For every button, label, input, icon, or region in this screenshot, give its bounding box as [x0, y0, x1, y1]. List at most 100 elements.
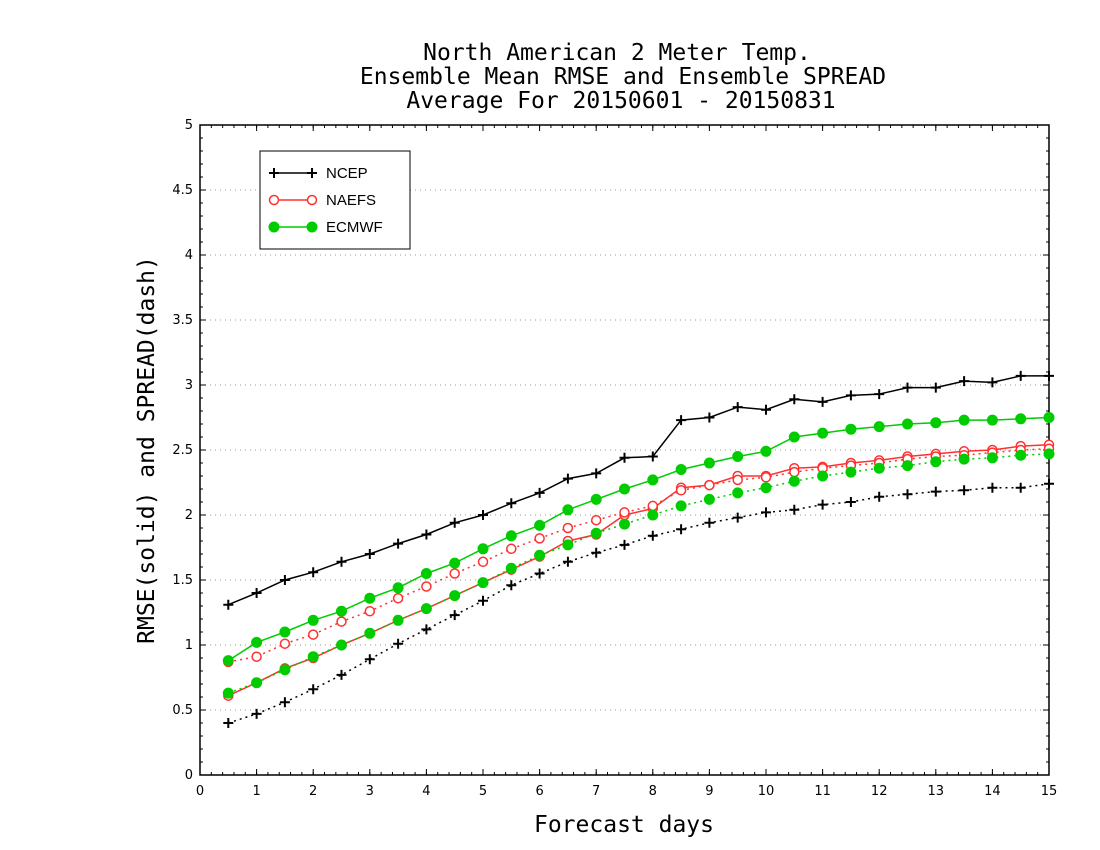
ncep-rmse-point: [393, 538, 404, 549]
x-tick-label: 2: [309, 784, 317, 799]
ncep-rmse-point: [591, 468, 602, 479]
ecmwf-spread-point: [534, 549, 546, 561]
ecmwf-rmse-point: [505, 530, 517, 542]
ncep-spread-point: [987, 482, 998, 493]
ecmwf-rmse-point: [392, 582, 404, 594]
ncep-spread-point: [1044, 478, 1054, 489]
legend-marker-ncep: [269, 168, 279, 178]
x-tick-label: 3: [366, 784, 374, 799]
ecmwf-rmse-point: [251, 636, 263, 648]
ecmwf-spread-point: [336, 639, 347, 651]
ncep-rmse-point: [732, 402, 743, 413]
ncep-rmse-point: [959, 376, 970, 387]
naefs-spread-point: [336, 616, 347, 627]
ecmwf-rmse-point: [534, 519, 546, 531]
ecmwf-spread-point: [788, 475, 800, 487]
legend-marker-naefs: [268, 194, 280, 206]
legend-marker-naefs: [306, 194, 318, 206]
ncep-spread-point: [279, 697, 290, 708]
naefs-spread-point: [760, 472, 772, 483]
y-tick-label: 0.5: [172, 703, 193, 718]
naefs-spread-point: [647, 500, 659, 512]
legend: NCEP NAEFS ECMWF: [259, 150, 411, 250]
y-tick-label: 5: [185, 118, 193, 133]
naefs-rmse-line: [227, 444, 1050, 697]
ecmwf-spread-point: [930, 456, 942, 468]
ncep-rmse-point: [845, 390, 856, 401]
x-tick-label: 14: [984, 784, 1001, 799]
naefs-spread-point: [704, 479, 715, 491]
ncep-spread-point: [251, 708, 262, 719]
ecmwf-rmse-point: [732, 451, 744, 462]
x-tick-label: 6: [535, 784, 543, 799]
ncep-rmse-point: [987, 377, 998, 388]
ncep-rmse-point: [478, 510, 488, 520]
ncep-rmse-point: [676, 415, 687, 426]
ncep-spread-line: [228, 483, 1050, 724]
legend-marker-ecmwf: [268, 221, 280, 233]
ncep-spread-point: [506, 580, 517, 591]
ncep-spread-point: [223, 718, 234, 728]
y-tick-label: 4: [185, 248, 193, 263]
ncep-rmse-point: [761, 404, 771, 415]
ncep-spread-point: [308, 684, 319, 695]
ncep-spread-point: [534, 568, 545, 579]
ncep-rmse-point: [704, 412, 715, 423]
ecmwf-spread-point: [732, 487, 744, 499]
naefs-spread-point: [449, 568, 460, 579]
ncep-rmse-point: [902, 382, 913, 393]
x-tick-label: 0: [196, 784, 204, 799]
ecmwf-rmse-point: [222, 655, 234, 667]
ecmwf-rmse-point: [336, 605, 347, 617]
ecmwf-rmse-point: [817, 427, 829, 439]
x-tick-label: 10: [758, 784, 775, 799]
axis-ticks: 00.511.522.533.544.550 1 2 3 4 5 6 7 8 9 10 11 12 13 1…: [172, 118, 1057, 799]
x-tick-label: 11: [814, 784, 831, 799]
ecmwf-spread-point: [647, 509, 659, 521]
ncep-spread-point: [336, 669, 347, 680]
ncep-spread-point: [704, 517, 715, 528]
y-tick-label: 2: [185, 508, 193, 523]
ncep-rmse-point: [562, 473, 573, 484]
ecmwf-rmse-point: [845, 423, 857, 435]
ncep-spread-point: [732, 512, 743, 523]
ecmwf-spread-point: [505, 562, 517, 574]
naefs-spread-point: [675, 485, 687, 496]
x-tick-label: 13: [928, 784, 945, 799]
x-axis-label: Forecast days: [534, 812, 714, 838]
legend-marker-ncep: [307, 168, 317, 178]
ecmwf-spread-point: [1015, 449, 1027, 461]
ncep-rmse-point: [817, 396, 828, 407]
ncep-rmse-point: [1044, 370, 1054, 381]
ecmwf-spread-point: [420, 603, 432, 615]
ncep-spread-point: [930, 486, 941, 497]
ecmwf-rmse-line: [227, 416, 1050, 662]
ncep-rmse-point: [534, 487, 545, 498]
ecmwf-rmse-point: [675, 464, 687, 475]
ncep-rmse-point: [789, 394, 800, 405]
ecmwf-spread-point: [760, 482, 772, 494]
ncep-spread-point: [449, 610, 460, 621]
y-tick-label: 2.5: [172, 443, 193, 458]
naefs-spread-point: [506, 543, 517, 555]
naefs-spread-point: [421, 581, 432, 592]
ncep-spread-point: [761, 507, 771, 518]
y-tick-label: 1.5: [172, 573, 193, 588]
x-tick-label: 7: [592, 784, 600, 799]
ncep-rmse-point: [647, 451, 658, 462]
naefs-spread-point: [732, 474, 743, 486]
y-tick-label: 1: [185, 638, 193, 653]
ncep-rmse-point: [308, 567, 319, 578]
ecmwf-rmse-point: [1015, 413, 1027, 425]
ecmwf-rmse-point: [619, 483, 630, 495]
ncep-rmse-point: [874, 389, 885, 400]
ecmwf-spread-point: [845, 466, 857, 478]
x-tick-label: 9: [705, 784, 713, 799]
ecmwf-rmse-point: [930, 417, 942, 429]
ncep-spread-point: [959, 485, 970, 496]
ecmwf-spread-point: [590, 527, 602, 539]
ncep-rmse-point: [930, 382, 941, 393]
x-tick-label: 12: [871, 784, 888, 799]
ecmwf-spread-point: [675, 500, 687, 512]
